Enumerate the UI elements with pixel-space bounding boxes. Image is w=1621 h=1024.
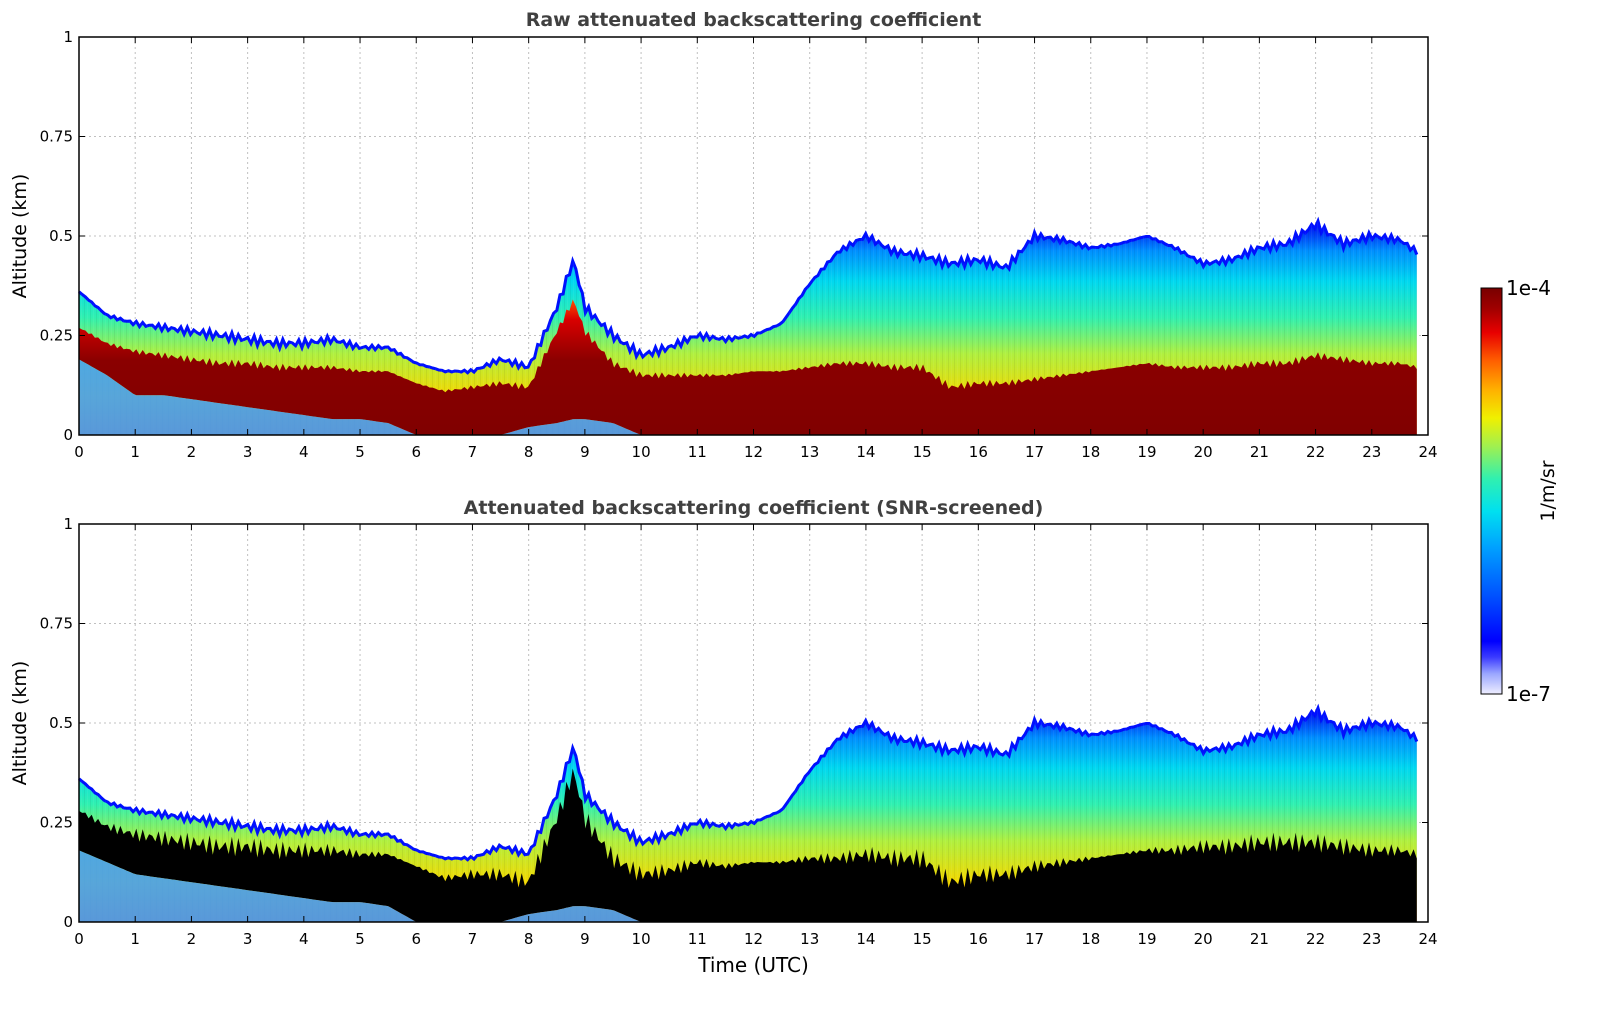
- x-tick-label: 22: [1306, 930, 1325, 948]
- x-tick-label: 23: [1362, 930, 1381, 948]
- x-tick-label: 9: [580, 443, 590, 461]
- x-tick-label: 10: [632, 930, 651, 948]
- panel-snr-screened: 0 1 2 3 4 5 6 7 8 9 10 11 12 13 14 15 16 17 18 19 20 21 22 23 24…: [9, 497, 1438, 977]
- y-tick-label: 0.5: [49, 227, 73, 245]
- x-tick-label: 23: [1362, 443, 1381, 461]
- x-axis: 0 1 2 3 4 5 6 7 8 9 10 11 12 13 14 15 16 17 18 19 20 21 22 23 24: [74, 37, 1438, 461]
- x-tick-label: 22: [1306, 443, 1325, 461]
- y-tick-label: 0.5: [49, 714, 73, 732]
- chart-title: Raw attenuated backscattering coefficien…: [526, 9, 982, 31]
- x-tick-label: 17: [1025, 930, 1044, 948]
- x-tick-label: 20: [1194, 930, 1213, 948]
- y-tick-label: 0.25: [40, 327, 73, 345]
- x-tick-label: 19: [1137, 443, 1156, 461]
- panel-raw: 0 1 2 3 4 5 6 7 8 9 10 11 12 13 14 15 16 17 18 19 20 21 22 23 24…: [9, 9, 1438, 461]
- x-tick-label: 10: [632, 443, 651, 461]
- x-tick-label: 8: [524, 930, 534, 948]
- chart-title: Attenuated backscattering coefficient (S…: [464, 497, 1044, 519]
- x-tick-label: 8: [524, 443, 534, 461]
- x-tick-label: 21: [1250, 930, 1269, 948]
- x-tick-label: 0: [74, 930, 84, 948]
- y-axis: 0 0.25 0.5 0.75 1: [40, 28, 1428, 444]
- y-tick-label: 0: [63, 913, 73, 931]
- x-tick-label: 20: [1194, 443, 1213, 461]
- x-tick-label: 14: [856, 930, 875, 948]
- y-tick-label: 0.25: [40, 814, 73, 832]
- screened-region: [79, 768, 1417, 922]
- x-tick-label: 18: [1081, 443, 1100, 461]
- x-tick-label: 13: [800, 443, 819, 461]
- x-tick-label: 15: [913, 930, 932, 948]
- x-tick-label: 17: [1025, 443, 1044, 461]
- y-tick-label: 1: [63, 28, 73, 46]
- x-tick-label: 0: [74, 443, 84, 461]
- y-axis-label: Altitude (km): [9, 661, 31, 786]
- colorbar: 1e-4 1e-7 1/m/sr: [1480, 276, 1559, 706]
- x-tick-label: 18: [1081, 930, 1100, 948]
- x-tick-label: 11: [688, 443, 707, 461]
- x-tick-label: 3: [243, 443, 253, 461]
- x-tick-label: 15: [913, 443, 932, 461]
- x-tick-label: 19: [1137, 930, 1156, 948]
- x-tick-label: 16: [969, 443, 988, 461]
- x-tick-label: 1: [130, 930, 140, 948]
- x-tick-label: 4: [299, 930, 309, 948]
- x-tick-label: 7: [468, 930, 478, 948]
- x-tick-label: 21: [1250, 443, 1269, 461]
- x-tick-label: 2: [187, 930, 197, 948]
- x-tick-label: 6: [411, 930, 421, 948]
- x-axis-label: Time (UTC): [697, 953, 809, 977]
- y-axis-label: Altitude (km): [9, 174, 31, 299]
- dense-aerosol-layer: [79, 299, 1417, 435]
- x-tick-label: 14: [856, 443, 875, 461]
- x-axis: 0 1 2 3 4 5 6 7 8 9 10 11 12 13 14 15 16 17 18 19 20 21 22 23 24: [74, 524, 1438, 948]
- surface-layer: [79, 850, 1417, 922]
- x-tick-label: 6: [411, 443, 421, 461]
- x-tick-label: 3: [243, 930, 253, 948]
- colorbar-min-label: 1e-7: [1506, 682, 1551, 706]
- x-tick-label: 11: [688, 930, 707, 948]
- x-tick-label: 5: [355, 930, 365, 948]
- x-tick-label: 2: [187, 443, 197, 461]
- x-tick-label: 5: [355, 443, 365, 461]
- colorbar-scale: [1480, 287, 1503, 695]
- colorbar-max-label: 1e-4: [1506, 276, 1551, 300]
- surface-layer: [79, 359, 1417, 435]
- x-tick-label: 16: [969, 930, 988, 948]
- x-tick-label: 24: [1418, 443, 1437, 461]
- x-tick-label: 24: [1418, 930, 1437, 948]
- y-tick-label: 0.75: [40, 615, 73, 633]
- x-tick-label: 13: [800, 930, 819, 948]
- colorbar-label: 1/m/sr: [1537, 460, 1559, 521]
- x-tick-label: 7: [468, 443, 478, 461]
- x-tick-label: 4: [299, 443, 309, 461]
- y-tick-label: 0.75: [40, 128, 73, 146]
- y-tick-label: 1: [63, 515, 73, 533]
- x-tick-label: 1: [130, 443, 140, 461]
- x-tick-label: 9: [580, 930, 590, 948]
- x-tick-label: 12: [744, 930, 763, 948]
- y-axis: 0 0.25 0.5 0.75 1: [40, 515, 1428, 931]
- x-tick-label: 12: [744, 443, 763, 461]
- y-tick-label: 0: [63, 426, 73, 444]
